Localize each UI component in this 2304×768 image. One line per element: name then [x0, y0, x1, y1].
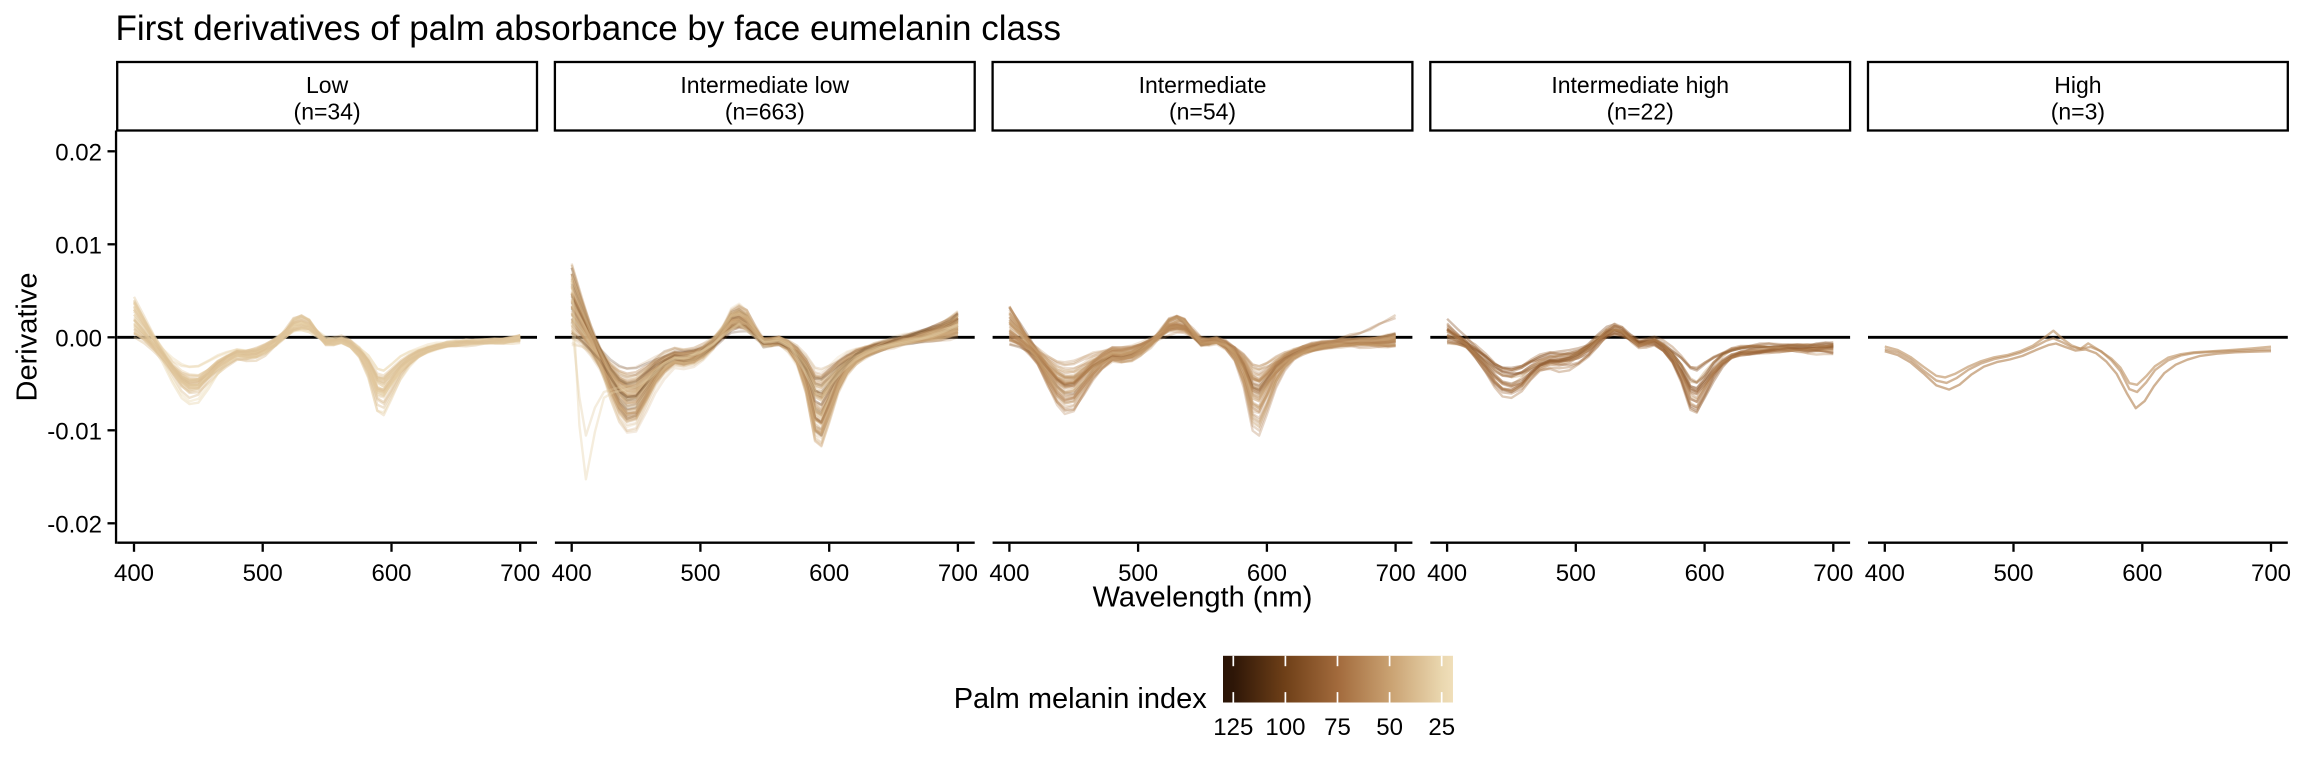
- svg-text:0.00: 0.00: [55, 325, 102, 352]
- svg-text:0.01: 0.01: [55, 232, 102, 259]
- svg-text:700: 700: [2251, 560, 2291, 587]
- svg-text:600: 600: [809, 560, 849, 587]
- svg-text:700: 700: [500, 560, 540, 587]
- svg-text:600: 600: [1685, 560, 1725, 587]
- svg-text:500: 500: [1556, 560, 1596, 587]
- svg-text:(n=663): (n=663): [725, 99, 805, 125]
- svg-text:500: 500: [1118, 560, 1158, 587]
- svg-text:(n=3): (n=3): [2051, 99, 2105, 125]
- svg-text:400: 400: [114, 560, 154, 587]
- svg-text:Low: Low: [306, 72, 349, 98]
- svg-text:75: 75: [1324, 714, 1351, 741]
- svg-text:600: 600: [2122, 560, 2162, 587]
- svg-text:25: 25: [1428, 714, 1455, 741]
- svg-text:700: 700: [1376, 560, 1416, 587]
- svg-text:First derivatives of palm abso: First derivatives of palm absorbance by …: [116, 9, 1061, 48]
- svg-text:(n=22): (n=22): [1607, 99, 1674, 125]
- svg-text:Intermediate: Intermediate: [1139, 72, 1267, 98]
- svg-text:Derivative: Derivative: [11, 273, 43, 402]
- svg-text:500: 500: [1993, 560, 2033, 587]
- svg-text:600: 600: [1247, 560, 1287, 587]
- svg-text:400: 400: [1865, 560, 1905, 587]
- svg-text:600: 600: [371, 560, 411, 587]
- svg-text:(n=34): (n=34): [294, 99, 361, 125]
- svg-text:50: 50: [1376, 714, 1403, 741]
- svg-text:0.02: 0.02: [55, 139, 102, 166]
- svg-text:500: 500: [243, 560, 283, 587]
- svg-text:Intermediate low: Intermediate low: [680, 72, 849, 98]
- svg-text:125: 125: [1213, 714, 1253, 741]
- svg-text:700: 700: [1813, 560, 1853, 587]
- svg-text:High: High: [2054, 72, 2101, 98]
- svg-text:400: 400: [1427, 560, 1467, 587]
- svg-text:Intermediate high: Intermediate high: [1551, 72, 1729, 98]
- svg-text:400: 400: [989, 560, 1029, 587]
- svg-text:Palm melanin index: Palm melanin index: [954, 683, 1208, 715]
- svg-text:700: 700: [938, 560, 978, 587]
- svg-text:-0.01: -0.01: [47, 418, 102, 445]
- svg-text:-0.02: -0.02: [47, 511, 102, 538]
- svg-text:500: 500: [680, 560, 720, 587]
- svg-text:Wavelength (nm): Wavelength (nm): [1093, 581, 1313, 613]
- svg-text:100: 100: [1265, 714, 1305, 741]
- svg-text:400: 400: [552, 560, 592, 587]
- svg-text:(n=54): (n=54): [1169, 99, 1236, 125]
